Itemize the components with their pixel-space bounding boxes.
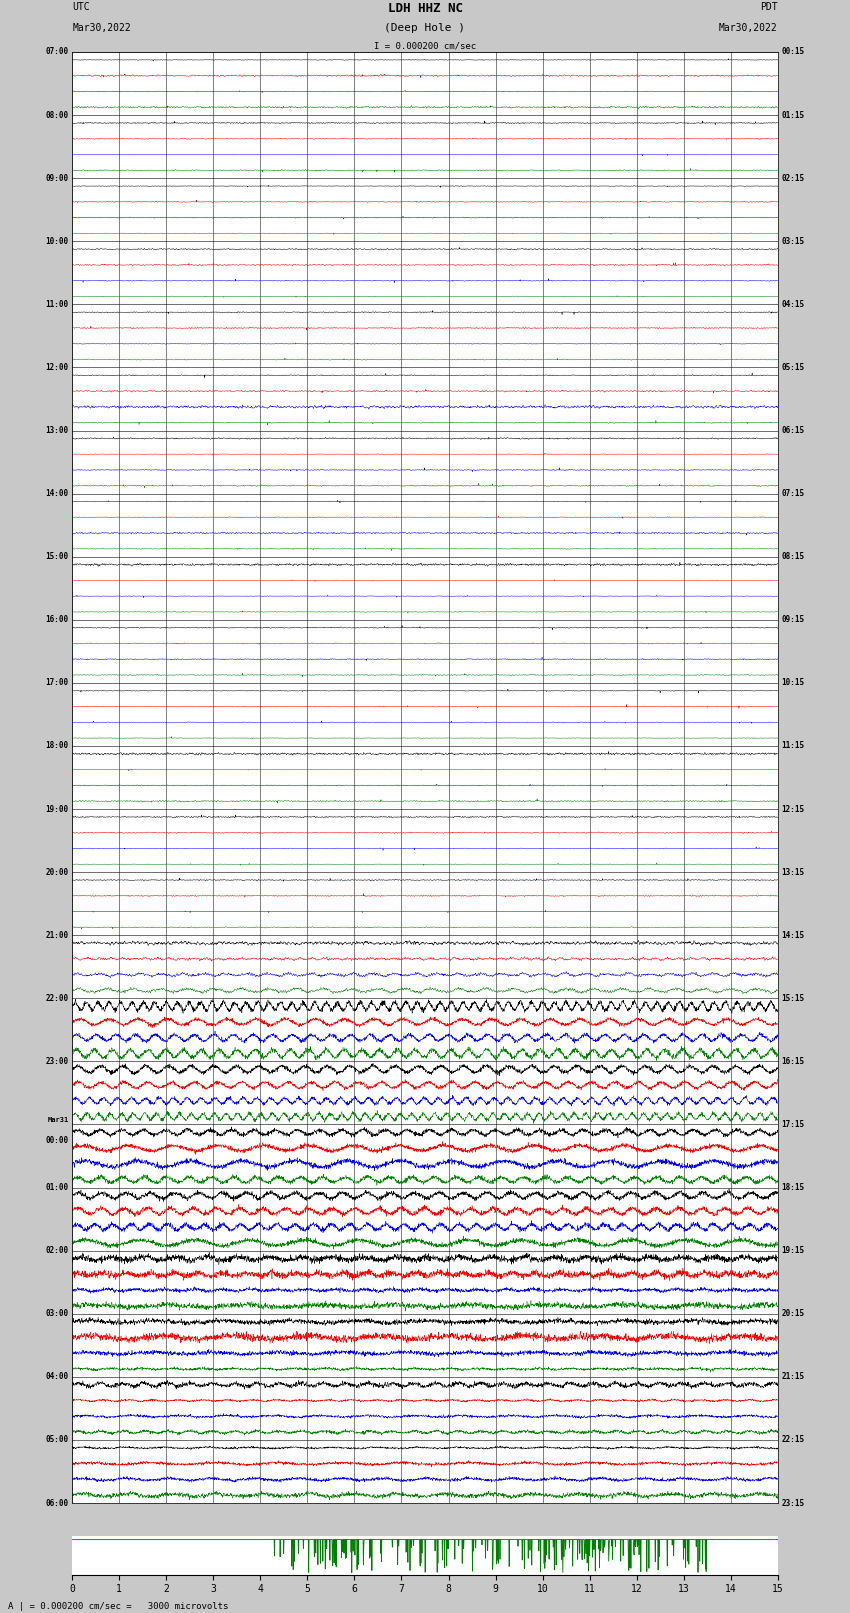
Text: 13:15: 13:15: [781, 868, 804, 876]
Text: 17:00: 17:00: [46, 679, 69, 687]
Text: I = 0.000200 cm/sec: I = 0.000200 cm/sec: [374, 42, 476, 52]
Text: 12:00: 12:00: [46, 363, 69, 373]
Text: 09:15: 09:15: [781, 615, 804, 624]
Text: 13:00: 13:00: [46, 426, 69, 436]
Text: 03:00: 03:00: [46, 1310, 69, 1318]
Text: 11:15: 11:15: [781, 742, 804, 750]
Text: 18:00: 18:00: [46, 742, 69, 750]
Text: 14:00: 14:00: [46, 489, 69, 498]
Text: 02:15: 02:15: [781, 174, 804, 182]
Text: (Deep Hole ): (Deep Hole ): [384, 23, 466, 32]
Text: 21:15: 21:15: [781, 1373, 804, 1381]
Text: 14:15: 14:15: [781, 931, 804, 940]
Text: 11:00: 11:00: [46, 300, 69, 308]
Text: 15:15: 15:15: [781, 994, 804, 1003]
Text: 22:15: 22:15: [781, 1436, 804, 1444]
Text: 04:15: 04:15: [781, 300, 804, 308]
Text: 06:15: 06:15: [781, 426, 804, 436]
Text: PDT: PDT: [760, 2, 778, 11]
Text: 17:15: 17:15: [781, 1119, 804, 1129]
Text: 05:00: 05:00: [46, 1436, 69, 1444]
Text: 20:15: 20:15: [781, 1310, 804, 1318]
Text: 23:00: 23:00: [46, 1057, 69, 1066]
Text: 16:00: 16:00: [46, 615, 69, 624]
Text: 03:15: 03:15: [781, 237, 804, 245]
Text: 09:00: 09:00: [46, 174, 69, 182]
Text: Mar30,2022: Mar30,2022: [72, 23, 131, 32]
Text: 21:00: 21:00: [46, 931, 69, 940]
Text: 08:00: 08:00: [46, 111, 69, 119]
Text: 12:15: 12:15: [781, 805, 804, 813]
Text: 00:00: 00:00: [46, 1136, 69, 1145]
Text: 02:00: 02:00: [46, 1247, 69, 1255]
Text: 04:00: 04:00: [46, 1373, 69, 1381]
Text: 15:00: 15:00: [46, 552, 69, 561]
Text: 16:15: 16:15: [781, 1057, 804, 1066]
Text: A | = 0.000200 cm/sec =   3000 microvolts: A | = 0.000200 cm/sec = 3000 microvolts: [8, 1602, 229, 1611]
Text: 10:00: 10:00: [46, 237, 69, 245]
Text: 05:15: 05:15: [781, 363, 804, 373]
Text: 06:00: 06:00: [46, 1498, 69, 1508]
Text: 01:15: 01:15: [781, 111, 804, 119]
Text: 00:15: 00:15: [781, 47, 804, 56]
Text: LDH HHZ NC: LDH HHZ NC: [388, 2, 462, 15]
Text: 20:00: 20:00: [46, 868, 69, 876]
Text: 07:00: 07:00: [46, 47, 69, 56]
Text: 19:00: 19:00: [46, 805, 69, 813]
Text: 10:15: 10:15: [781, 679, 804, 687]
Text: Mar31: Mar31: [48, 1116, 69, 1123]
Text: 08:15: 08:15: [781, 552, 804, 561]
Text: UTC: UTC: [72, 2, 90, 11]
Text: Mar30,2022: Mar30,2022: [719, 23, 778, 32]
Text: 07:15: 07:15: [781, 489, 804, 498]
Text: 19:15: 19:15: [781, 1247, 804, 1255]
Text: 01:00: 01:00: [46, 1182, 69, 1192]
Text: 18:15: 18:15: [781, 1182, 804, 1192]
Text: 22:00: 22:00: [46, 994, 69, 1003]
Text: 23:15: 23:15: [781, 1498, 804, 1508]
